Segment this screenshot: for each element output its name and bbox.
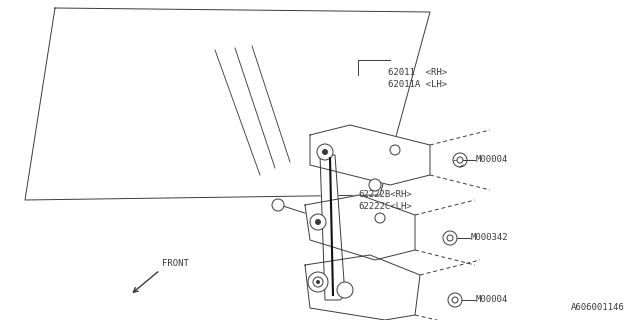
Circle shape xyxy=(308,272,328,292)
Circle shape xyxy=(443,231,457,245)
Polygon shape xyxy=(305,195,415,260)
Circle shape xyxy=(448,293,462,307)
Text: M00004: M00004 xyxy=(476,156,508,164)
Text: 62011  <RH>: 62011 <RH> xyxy=(388,68,447,77)
Text: FRONT: FRONT xyxy=(162,259,189,268)
Circle shape xyxy=(272,199,284,211)
Text: 62222C<LH>: 62222C<LH> xyxy=(358,202,412,211)
Polygon shape xyxy=(310,125,430,185)
Circle shape xyxy=(322,149,328,155)
Circle shape xyxy=(390,145,400,155)
Circle shape xyxy=(452,297,458,303)
Text: A606001146: A606001146 xyxy=(572,303,625,312)
Circle shape xyxy=(375,213,385,223)
Circle shape xyxy=(315,219,321,225)
Polygon shape xyxy=(305,255,420,320)
Circle shape xyxy=(453,153,467,167)
Circle shape xyxy=(457,157,463,163)
Polygon shape xyxy=(320,155,345,300)
Text: 62222B<RH>: 62222B<RH> xyxy=(358,190,412,199)
Text: M000342: M000342 xyxy=(471,234,509,243)
Circle shape xyxy=(447,235,453,241)
Text: 62011A <LH>: 62011A <LH> xyxy=(388,80,447,89)
Circle shape xyxy=(313,277,323,287)
Circle shape xyxy=(337,282,353,298)
Text: M00004: M00004 xyxy=(476,295,508,305)
Circle shape xyxy=(369,179,381,191)
Circle shape xyxy=(310,214,326,230)
Circle shape xyxy=(316,280,320,284)
Circle shape xyxy=(317,144,333,160)
